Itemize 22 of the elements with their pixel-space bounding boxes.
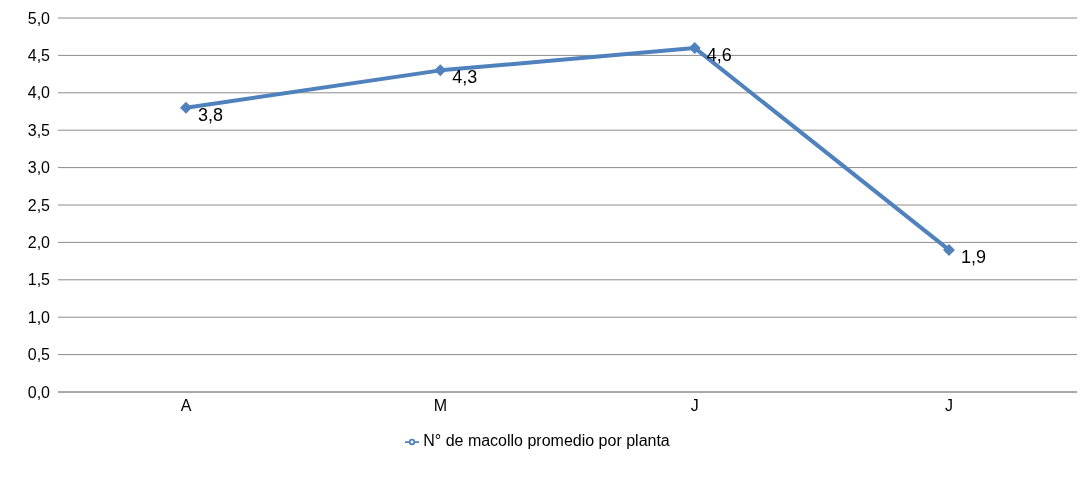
- y-tick-label: 2,0: [27, 234, 51, 252]
- y-tick-label: 2,5: [27, 196, 51, 214]
- x-tick-label: J: [690, 397, 699, 415]
- legend-label: N° de macollo promedio por planta: [423, 432, 670, 449]
- point: [943, 243, 955, 256]
- x-tick-label: J: [945, 397, 953, 415]
- y-tick-label: 0,5: [27, 346, 51, 364]
- y-tick-label: 0,0: [27, 383, 51, 401]
- data-label: 3,8: [198, 104, 224, 125]
- data-label: 1,9: [961, 246, 987, 267]
- data-label: 4,6: [706, 44, 732, 65]
- y-tick-label: 3,5: [27, 121, 51, 139]
- x-tick-label: M: [433, 397, 447, 415]
- x-tick-label: A: [180, 397, 192, 415]
- data-label: 4,3: [452, 67, 478, 88]
- y-tick-label: 1,0: [27, 308, 51, 326]
- y-tick-label: 4,0: [27, 84, 51, 102]
- point: [180, 101, 192, 114]
- y-tick-label: 1,5: [27, 271, 51, 289]
- y-tick-label: 3,0: [27, 159, 51, 177]
- y-tick-label: 5,0: [27, 9, 51, 27]
- y-tick-label: 4,5: [27, 47, 51, 65]
